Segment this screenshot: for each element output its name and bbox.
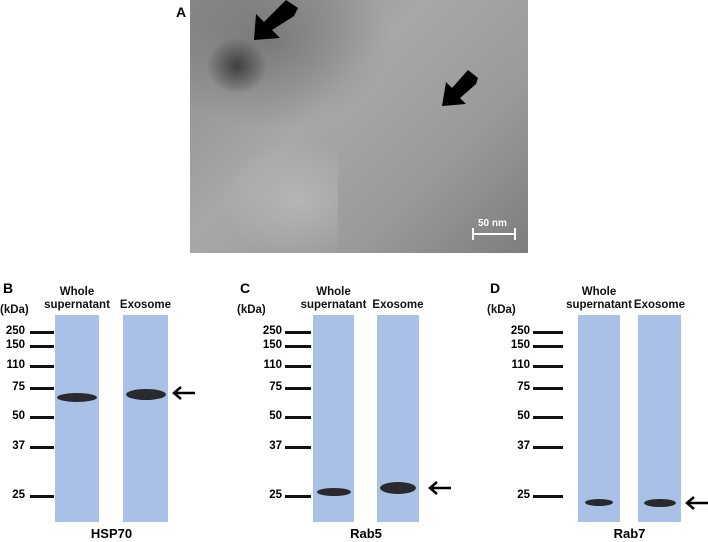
protein-label: Rab7	[613, 526, 646, 541]
marker-label: 150	[5, 339, 25, 351]
blot-lane	[578, 315, 620, 522]
blot-lane	[377, 315, 419, 522]
marker-tick	[30, 365, 54, 368]
marker-label: 75	[517, 381, 530, 393]
marker-label: 25	[517, 489, 530, 501]
black-arrow-icon	[442, 70, 478, 106]
lane-label: Exosome	[633, 299, 686, 311]
marker-label: 75	[12, 381, 25, 393]
protein-band	[380, 482, 416, 494]
marker-label: 250	[262, 325, 282, 337]
blot-lane	[123, 315, 168, 522]
marker-tick	[285, 365, 311, 368]
marker-tick	[30, 416, 54, 419]
panel-a-label: A	[176, 4, 187, 20]
marker-label: 37	[12, 440, 25, 452]
lane-label: Exosome	[119, 299, 172, 311]
marker-label: 250	[5, 325, 25, 337]
marker-label: 37	[269, 440, 282, 452]
marker-label: 50	[517, 410, 530, 422]
marker-tick	[30, 345, 54, 348]
protein-label: Rab5	[350, 526, 382, 541]
marker-tick	[285, 387, 311, 390]
marker-label: 150	[262, 339, 282, 351]
marker-tick	[533, 446, 563, 449]
lane-label: Whole supernatant	[300, 286, 367, 311]
marker-tick	[285, 446, 311, 449]
panel-label: B	[3, 280, 14, 296]
marker-tick	[285, 495, 311, 498]
marker-label: 25	[269, 489, 282, 501]
lane-label: Whole supernatant	[44, 286, 110, 311]
marker-label: 110	[6, 359, 25, 371]
marker-tick	[30, 446, 54, 449]
blot-lane	[638, 315, 681, 522]
marker-tick	[285, 331, 311, 334]
blot-lane	[55, 315, 99, 522]
scale-bar-end	[514, 228, 516, 240]
panel-label: D	[490, 280, 501, 296]
marker-tick	[30, 495, 54, 498]
protein-band	[316, 488, 351, 496]
unit-label: (kDa)	[237, 304, 266, 316]
em-micrograph	[190, 0, 528, 253]
marker-label: 250	[510, 325, 530, 337]
marker-tick	[533, 495, 563, 498]
scale-bar	[472, 233, 516, 235]
marker-label: 50	[12, 410, 25, 422]
marker-label: 110	[263, 359, 282, 371]
protein-band	[57, 392, 97, 402]
marker-tick	[30, 387, 54, 390]
marker-tick	[285, 416, 311, 419]
panel-label: C	[240, 280, 251, 296]
protein-band	[125, 388, 166, 400]
protein-band	[585, 498, 613, 506]
marker-tick	[533, 331, 563, 334]
marker-label: 75	[269, 381, 282, 393]
marker-label: 110	[511, 359, 530, 371]
marker-tick	[533, 365, 563, 368]
unit-label: (kDa)	[487, 304, 516, 316]
lane-label: Whole supernatant	[566, 286, 632, 311]
arrow-left-icon	[685, 496, 708, 510]
marker-tick	[533, 416, 563, 419]
marker-label: 25	[12, 489, 25, 501]
arrow-left-icon	[172, 386, 195, 400]
unit-label: (kDa)	[0, 304, 29, 316]
marker-tick	[533, 387, 563, 390]
marker-label: 37	[517, 440, 530, 452]
marker-tick	[533, 345, 563, 348]
lane-label: Exosome	[372, 299, 424, 311]
marker-tick	[285, 345, 311, 348]
scale-bar-end	[472, 228, 474, 240]
black-arrow-icon	[254, 0, 298, 40]
protein-band	[643, 499, 676, 507]
scale-bar-label: 50 nm	[478, 218, 507, 229]
blot-lane	[313, 315, 354, 522]
marker-label: 150	[510, 339, 530, 351]
arrow-left-icon	[428, 481, 451, 495]
marker-tick	[30, 331, 54, 334]
protein-label: HSP70	[90, 526, 133, 541]
marker-label: 50	[269, 410, 282, 422]
